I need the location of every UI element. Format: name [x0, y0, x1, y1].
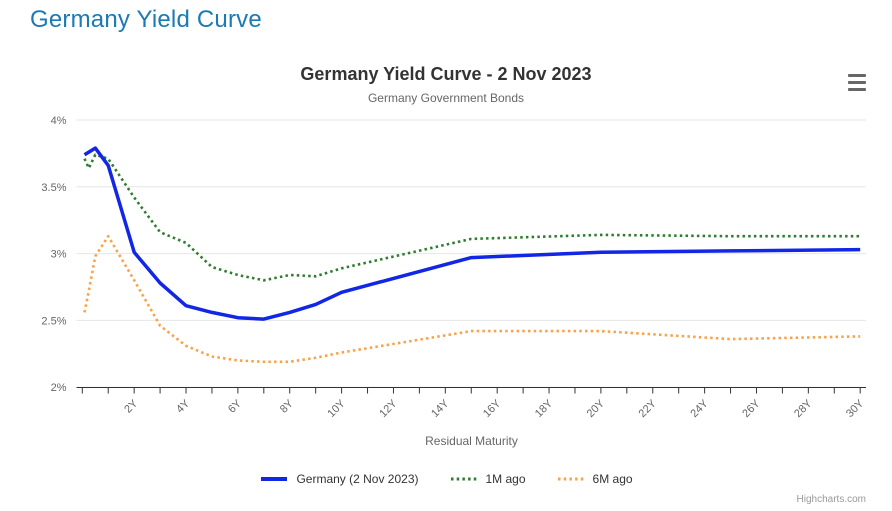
legend-marker-6m-ago	[557, 477, 584, 481]
x-axis-label-6Y: 6Y	[226, 397, 244, 415]
x-axis-label-8Y: 8Y	[278, 397, 296, 415]
x-axis-label-12Y: 12Y	[377, 397, 400, 420]
legend-marker-1m-ago	[450, 477, 477, 481]
x-axis-label-20Y: 20Y	[585, 397, 608, 420]
x-axis-label-22Y: 22Y	[637, 397, 660, 420]
legend-item-6m-ago[interactable]: 6M ago	[556, 472, 633, 486]
hamburger-icon	[848, 81, 866, 84]
legend-label: 6M ago	[592, 472, 633, 486]
hamburger-icon	[848, 74, 866, 77]
x-axis-label-16Y: 16Y	[481, 397, 504, 420]
series-line-1m-ago[interactable]	[83, 153, 861, 282]
x-axis-label-30Y: 30Y	[844, 397, 867, 420]
x-axis-label-18Y: 18Y	[533, 397, 556, 420]
legend-marker-germany-2-nov-2023	[261, 477, 288, 481]
chart-legend: Germany (2 Nov 2023) 1M ago 6M ago	[0, 468, 892, 490]
chart-context-menu-button[interactable]	[848, 74, 866, 91]
y-axis-label-4%: 4%	[51, 115, 67, 127]
chart-title: Germany Yield Curve - 2 Nov 2023	[300, 64, 592, 84]
x-axis-label-26Y: 26Y	[740, 397, 763, 420]
y-axis-label-2%: 2%	[51, 382, 67, 394]
x-axis-label-2Y: 2Y	[122, 397, 140, 415]
legend-item-germany-2-nov-2023[interactable]: Germany (2 Nov 2023)	[259, 472, 419, 486]
page-title: Germany Yield Curve	[30, 6, 262, 33]
hamburger-icon	[848, 88, 866, 91]
series-line-germany-2-nov-2023[interactable]	[83, 146, 861, 321]
x-axis-label-14Y: 14Y	[429, 397, 452, 420]
y-axis-label-3.5%: 3.5%	[41, 182, 66, 194]
chart-subtitle: Germany Government Bonds	[367, 91, 525, 105]
highcharts-credits[interactable]: Highcharts.com	[796, 494, 866, 505]
x-axis-label-10Y: 10Y	[325, 397, 348, 420]
series-line-6m-ago[interactable]	[83, 234, 861, 364]
legend-label: Germany (2 Nov 2023)	[296, 472, 419, 486]
y-axis-label-3%: 3%	[51, 249, 67, 261]
x-axis-label-24Y: 24Y	[688, 397, 711, 420]
legend-item-1m-ago[interactable]: 1M ago	[449, 472, 526, 486]
legend-label: 1M ago	[485, 472, 526, 486]
x-axis-label-28Y: 28Y	[792, 397, 815, 420]
y-axis-label-2.5%: 2.5%	[41, 315, 66, 327]
x-axis-title: Residual Maturity	[425, 434, 518, 448]
x-axis-label-4Y: 4Y	[174, 397, 192, 415]
